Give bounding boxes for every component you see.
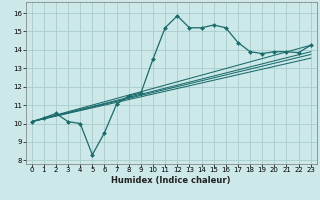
X-axis label: Humidex (Indice chaleur): Humidex (Indice chaleur) bbox=[111, 176, 231, 185]
